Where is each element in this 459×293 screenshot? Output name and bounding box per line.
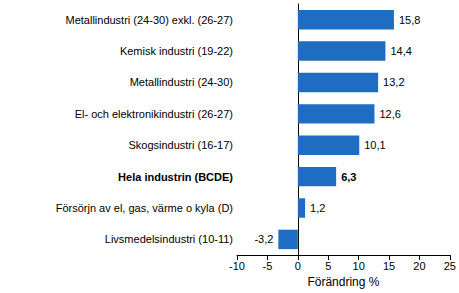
svg-text:15,8: 15,8	[399, 14, 420, 26]
svg-text:-3,2: -3,2	[254, 233, 273, 245]
svg-text:Hela industrin (BCDE): Hela industrin (BCDE)	[118, 171, 233, 183]
svg-text:15: 15	[383, 260, 395, 272]
svg-text:5: 5	[325, 260, 331, 272]
svg-text:6,3: 6,3	[341, 171, 356, 183]
svg-text:10: 10	[353, 260, 365, 272]
svg-text:12,6: 12,6	[379, 108, 400, 120]
svg-text:Skogsindustri (16-17): Skogsindustri (16-17)	[128, 139, 233, 151]
svg-text:Metallindustri (24-30): Metallindustri (24-30)	[130, 76, 233, 88]
svg-text:0: 0	[295, 260, 301, 272]
svg-text:25: 25	[444, 260, 456, 272]
svg-text:14,4: 14,4	[390, 45, 411, 57]
svg-text:Kemisk industri (19-22): Kemisk industri (19-22)	[120, 45, 233, 57]
svg-text:1,2: 1,2	[310, 202, 325, 214]
svg-text:20: 20	[413, 260, 425, 272]
svg-text:13,2: 13,2	[383, 76, 404, 88]
svg-text:10,1: 10,1	[364, 139, 385, 151]
svg-text:Försörjn av el, gas, värme o k: Försörjn av el, gas, värme o kyla (D)	[56, 202, 233, 214]
svg-text:Livsmedelsindustri (10-11): Livsmedelsindustri (10-11)	[105, 233, 233, 245]
svg-text:-10: -10	[229, 260, 245, 272]
svg-text:Förändring %: Förändring %	[307, 275, 379, 289]
svg-text:Metallindustri (24-30) exkl. (: Metallindustri (24-30) exkl. (26-27)	[65, 14, 233, 26]
svg-text:-5: -5	[263, 260, 273, 272]
svg-text:El- och elektronikindustri (26: El- och elektronikindustri (26-27)	[75, 108, 233, 120]
